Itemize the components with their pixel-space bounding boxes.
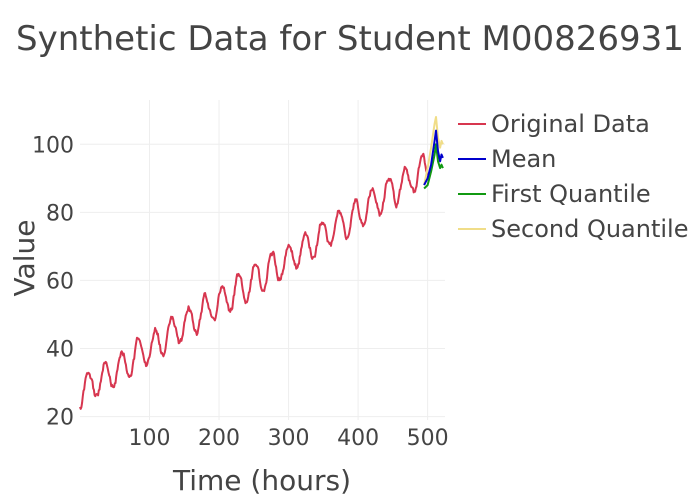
y-tick-label: 60 [46, 269, 74, 294]
series-first-quantile-line [423, 143, 444, 190]
y-axis-title: Value [8, 220, 41, 297]
series-mean-line [423, 129, 444, 186]
y-tick-label: 100 [32, 133, 74, 158]
legend-label: Original Data [491, 110, 650, 138]
chart-title: Synthetic Data for Student M00826931 [16, 19, 684, 59]
legend[interactable]: Original Data Mean First Quantile Second Qu… [458, 110, 688, 243]
y-tick-label: 80 [46, 201, 74, 226]
x-tick-label: 300 [268, 426, 310, 451]
legend-label: First Quantile [491, 180, 651, 208]
y-tick-label: 40 [46, 338, 74, 363]
legend-label: Second Quantile [491, 215, 688, 243]
legend-item[interactable]: Original Data [458, 110, 650, 138]
legend-label: Mean [491, 145, 556, 173]
legend-item[interactable]: First Quantile [458, 180, 651, 208]
tick-layer: 100 200 300 400 500 20 40 60 80 100 [32, 133, 449, 451]
series-second-quantile-line [423, 116, 444, 186]
legend-item[interactable]: Second Quantile [458, 215, 688, 243]
x-axis-title: Time (hours) [172, 464, 351, 497]
series-layer [79, 116, 444, 410]
x-tick-label: 100 [129, 426, 171, 451]
x-tick-label: 200 [198, 426, 240, 451]
x-tick-label: 400 [337, 426, 379, 451]
grid-layer [80, 100, 445, 420]
y-tick-label: 20 [46, 406, 74, 431]
x-tick-label: 500 [407, 426, 449, 451]
series-original-data-line [79, 152, 429, 410]
legend-item[interactable]: Mean [458, 145, 556, 173]
